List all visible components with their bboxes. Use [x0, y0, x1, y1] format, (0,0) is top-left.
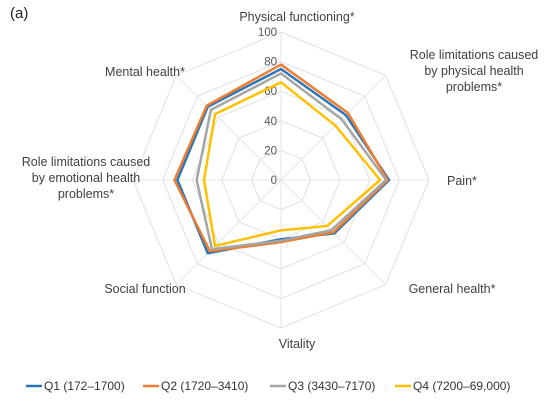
series-line	[173, 63, 389, 253]
series-line	[195, 72, 388, 251]
legend-label: Q1 (172–1700)	[44, 379, 125, 393]
legend-item: Q2 (1720–3410)	[143, 379, 248, 393]
legend-label: Q4 (7200–69,000)	[413, 379, 510, 393]
series-line	[202, 81, 382, 248]
grid-spoke	[280, 74, 387, 181]
category-label: Role limitations caused by physical healt…	[410, 48, 539, 94]
legend-item: Q4 (7200–69,000)	[395, 379, 510, 393]
category-label: Role limitations caused by emotional heal…	[22, 155, 151, 201]
tick-label: 100	[258, 27, 277, 39]
grid-spoke	[175, 74, 282, 181]
panel-label: (a)	[10, 5, 28, 22]
category-label: General health*	[409, 282, 496, 296]
tick-label: 20	[264, 145, 277, 157]
category-label: Social function	[104, 282, 185, 296]
legend-label: Q2 (1720–3410)	[161, 379, 248, 393]
series-line	[176, 67, 391, 255]
category-label: Mental health*	[105, 65, 185, 79]
legend-item: Q1 (172–1700)	[26, 379, 125, 393]
category-label: Pain*	[447, 174, 477, 188]
tick-label: 40	[264, 116, 277, 128]
legend-label: Q3 (3430–7170)	[288, 379, 375, 393]
tick-label: 80	[264, 57, 277, 69]
category-label: Physical functioning*	[239, 10, 354, 24]
grid-spoke	[175, 179, 282, 286]
category-label: Vitality	[279, 337, 316, 351]
legend-item: Q3 (3430–7170)	[270, 379, 375, 393]
tick-label: 0	[271, 175, 277, 187]
